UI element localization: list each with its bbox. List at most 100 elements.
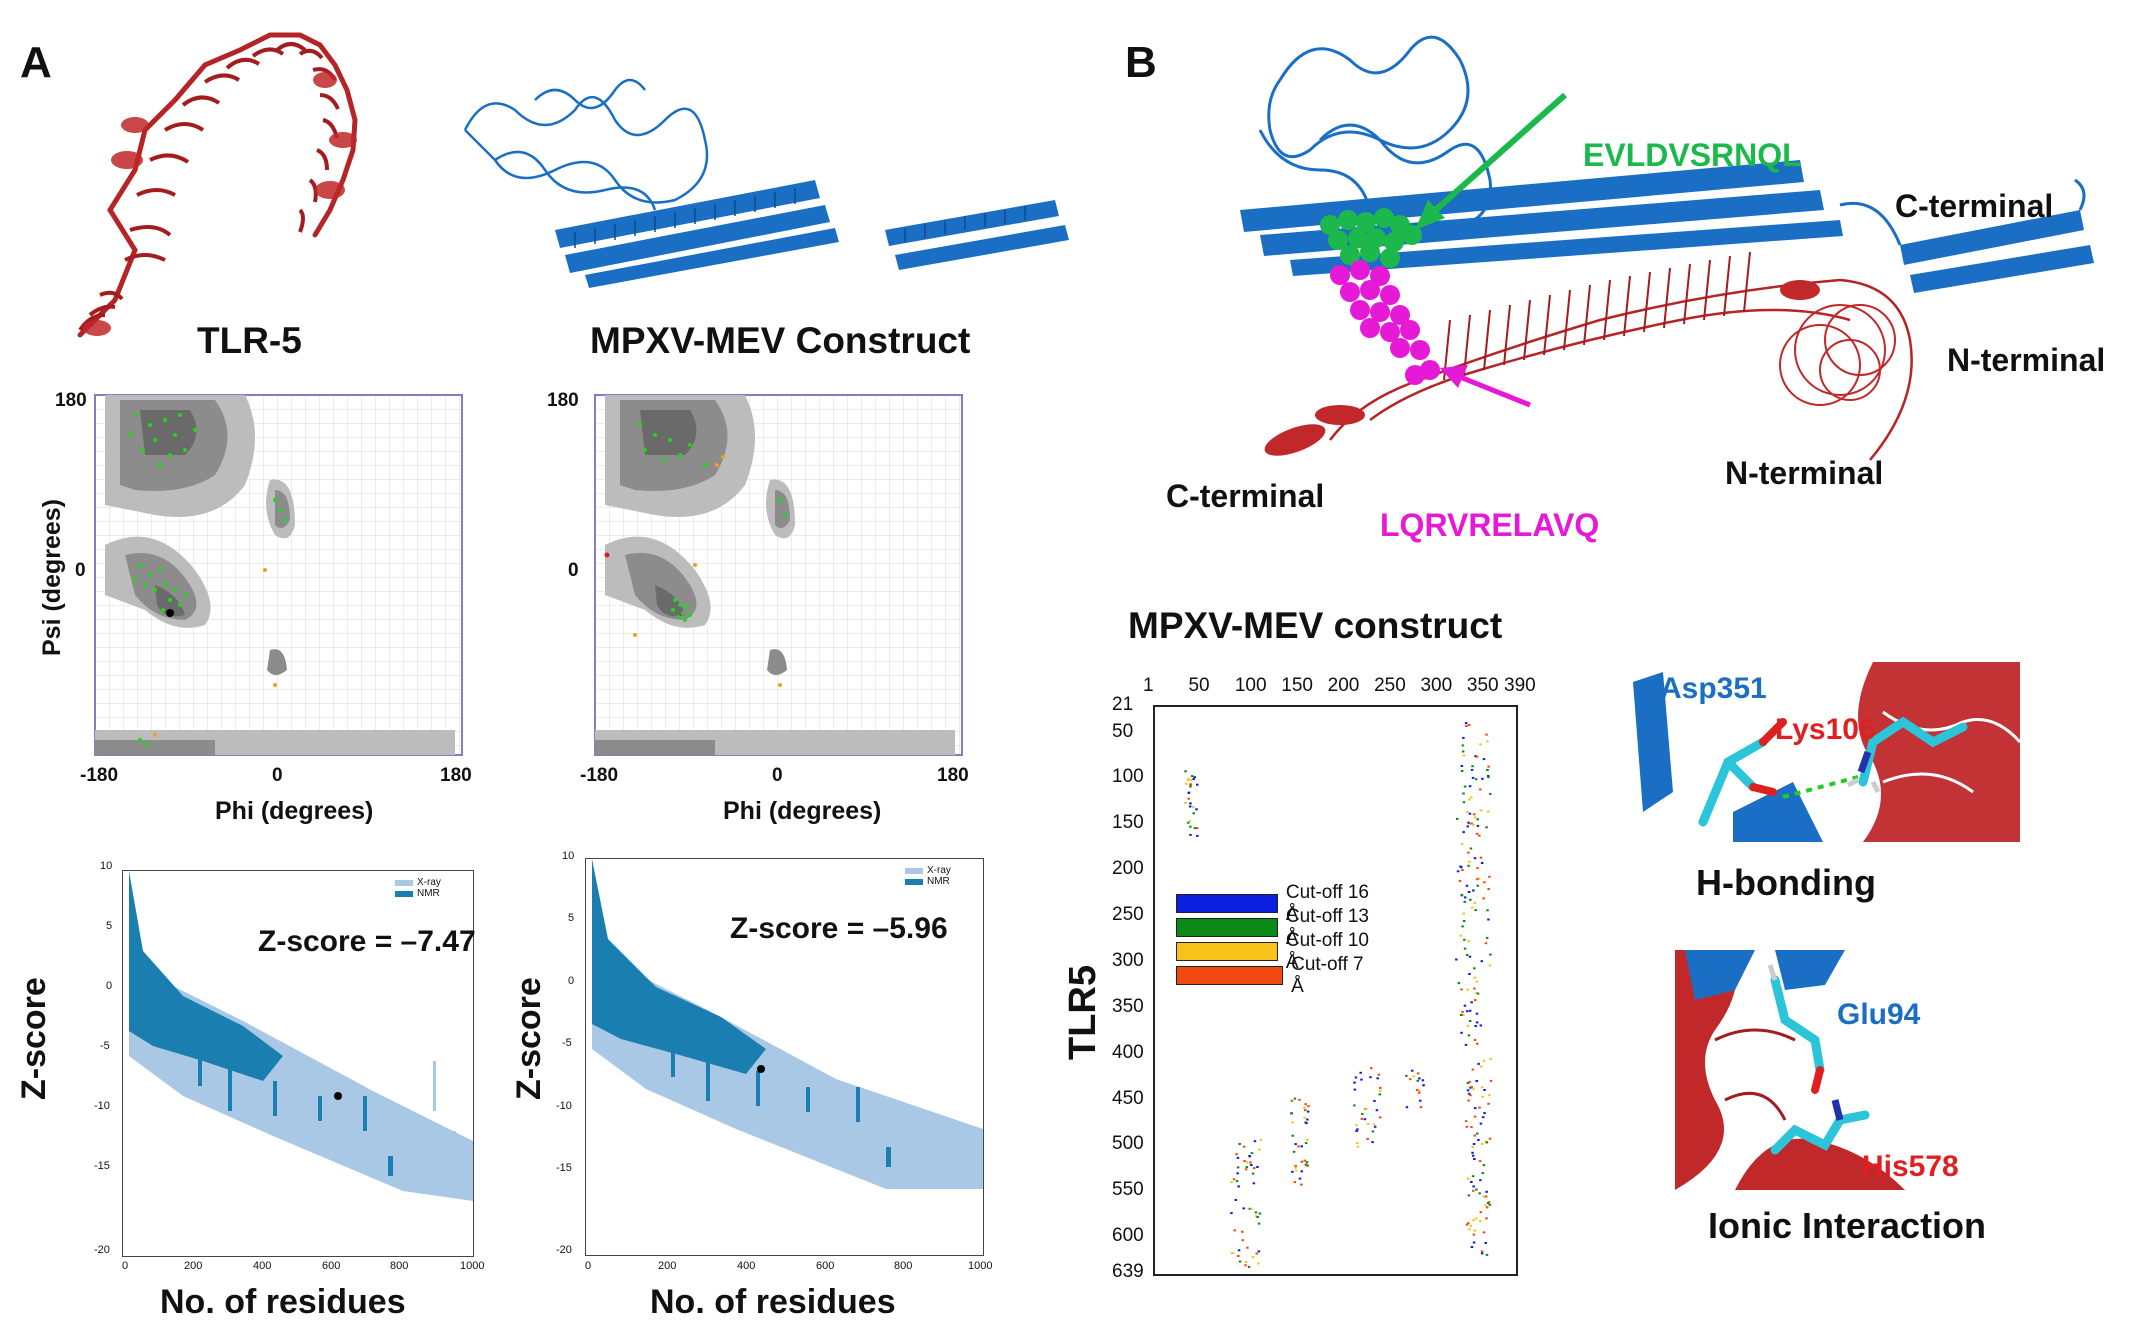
contact-point: [1250, 1164, 1253, 1166]
contact-point: [1366, 1138, 1369, 1140]
contact-point: [1472, 1088, 1475, 1091]
rama1-xtick-neg180: -180: [80, 765, 119, 786]
contact-point: [1290, 1099, 1294, 1102]
panel-label-b: B: [1125, 38, 1157, 87]
contact-xtick: 390: [1504, 675, 1536, 696]
z1-xt-400: 400: [253, 1260, 272, 1272]
contact-point: [1463, 900, 1466, 903]
contact-point: [1379, 1116, 1382, 1119]
contact-point: [1235, 1180, 1239, 1183]
contact-point: [1249, 1161, 1252, 1164]
contact-point: [1244, 1264, 1247, 1267]
contact-point: [1462, 1014, 1465, 1017]
contact-point: [1294, 1169, 1298, 1172]
contact-ytick: 450: [1112, 1087, 1144, 1109]
contact-xtick: 50: [1188, 675, 1210, 696]
contact-point: [1294, 1164, 1297, 1167]
contact-point: [1466, 988, 1469, 991]
contact-point: [1189, 783, 1193, 786]
contact-ytick: 150: [1112, 812, 1144, 834]
legend-16: Cut-off 16 Å: [1176, 882, 1376, 925]
legend-nmr: NMR: [417, 888, 440, 899]
tlr5-n-terminal-label: N-terminal: [1725, 455, 1884, 491]
contact-point: [1188, 820, 1192, 823]
z1-xlabel: No. of residues: [160, 1283, 406, 1321]
contact-xtick: 100: [1234, 675, 1267, 696]
rama-plot-tlr5: [94, 394, 463, 756]
contact-point: [1485, 1206, 1489, 1209]
contact-point: [1189, 785, 1192, 788]
z1-yt-m10: -10: [94, 1100, 110, 1112]
contact-point: [1478, 1192, 1481, 1195]
contact-point: [1462, 912, 1465, 915]
z2-yt-5: 5: [568, 912, 575, 924]
z1-xt-1000: 1000: [460, 1260, 485, 1272]
contact-point: [1292, 1150, 1296, 1153]
contact-point: [1479, 788, 1482, 791]
contact-point: [1305, 1122, 1308, 1125]
contact-point: [1418, 1077, 1421, 1080]
contact-point: [1465, 954, 1469, 956]
ionic-res1: Glu94: [1837, 998, 1921, 1031]
contact-point: [1461, 750, 1465, 753]
contact-point: [1473, 999, 1477, 1002]
contact-point: [1463, 938, 1466, 941]
z2-xt-800: 800: [894, 1260, 913, 1272]
contact-point: [1467, 1099, 1470, 1102]
contact-point: [1251, 1256, 1255, 1259]
contact-point: [1462, 754, 1466, 757]
contact-point: [1474, 1107, 1477, 1110]
contact-point: [1489, 1058, 1492, 1060]
contact-point: [1230, 1181, 1233, 1184]
contact-point: [1467, 940, 1470, 943]
z2-xt-600: 600: [816, 1260, 835, 1272]
contact-point: [1462, 831, 1465, 834]
contact-point: [1457, 982, 1461, 985]
contact-point: [1467, 891, 1471, 893]
contact-point: [1466, 1082, 1470, 1084]
contact-point: [1475, 980, 1479, 983]
contact-point: [1419, 1099, 1422, 1102]
contact-point: [1458, 879, 1462, 882]
z2-yt-m20: -20: [556, 1244, 572, 1256]
rama1-xtick-180: 180: [440, 765, 472, 786]
ionic-caption: Ionic Interaction: [1708, 1205, 1987, 1246]
contact-point: [1485, 1217, 1488, 1220]
contact-xtick: 200: [1327, 675, 1360, 696]
contact-point: [1418, 1091, 1421, 1094]
contact-map-ylabel: TLR5: [1062, 965, 1104, 1060]
contact-point: [1456, 870, 1460, 873]
contact-point: [1375, 1109, 1379, 1112]
contact-point: [1359, 1071, 1362, 1074]
contact-point: [1460, 770, 1464, 772]
contact-point: [1304, 1103, 1307, 1106]
legend-xray: X-ray: [417, 877, 441, 888]
contact-point: [1184, 782, 1188, 785]
contact-point: [1468, 1020, 1472, 1022]
contact-point: [1470, 1086, 1473, 1089]
contact-point: [1241, 1239, 1244, 1242]
contact-point: [1476, 878, 1479, 881]
contact-point: [1291, 1134, 1294, 1137]
contact-point: [1473, 1158, 1476, 1160]
rama1-ytick-0: 0: [75, 560, 86, 581]
contact-point: [1465, 884, 1469, 887]
contact-ytick: 550: [1112, 1179, 1144, 1201]
z1-xt-800: 800: [390, 1260, 409, 1272]
z2-yt-10: 10: [562, 850, 575, 862]
contact-point: [1476, 1042, 1479, 1045]
z2-xt-400: 400: [737, 1260, 756, 1272]
contact-point: [1195, 808, 1198, 811]
ionic-res2: His578: [1862, 1150, 1959, 1183]
contact-point: [1479, 1179, 1482, 1182]
contact-point: [1294, 1166, 1297, 1169]
z1-yt-5: 5: [106, 920, 113, 932]
hbond-res2: Lys106: [1775, 713, 1876, 746]
contact-point: [1484, 1204, 1487, 1207]
contact-point: [1370, 1067, 1373, 1070]
contact-point: [1480, 1252, 1484, 1255]
contact-point: [1481, 1172, 1484, 1175]
contact-point: [1405, 1074, 1408, 1077]
contact-point: [1463, 920, 1466, 922]
z2-yt-m10: -10: [556, 1100, 572, 1112]
